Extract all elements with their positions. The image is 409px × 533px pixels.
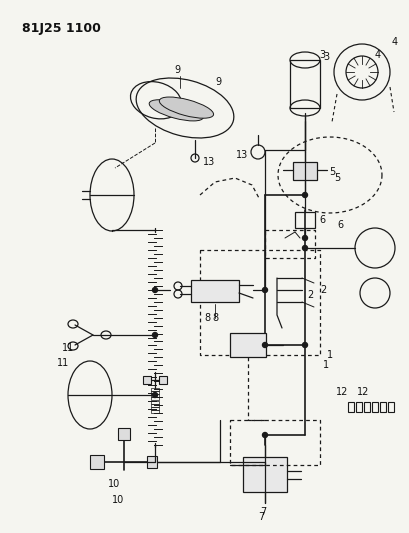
Text: 5: 5	[329, 167, 335, 177]
Text: 9: 9	[215, 77, 221, 87]
Bar	[230, 333, 266, 357]
Bar	[118, 428, 130, 440]
Text: 10: 10	[108, 479, 120, 489]
Circle shape	[263, 343, 267, 348]
Bar	[191, 280, 239, 302]
Circle shape	[153, 333, 157, 337]
Bar	[151, 394, 159, 397]
Circle shape	[303, 343, 308, 348]
Bar	[293, 162, 317, 180]
Bar	[388, 402, 394, 412]
Bar	[295, 212, 315, 228]
Text: 6: 6	[319, 215, 325, 225]
Bar	[151, 391, 159, 394]
Text: 2: 2	[307, 290, 313, 300]
Bar	[243, 457, 287, 492]
Circle shape	[303, 246, 308, 251]
Text: 10: 10	[112, 495, 124, 505]
Bar	[151, 410, 159, 413]
Text: 3: 3	[319, 50, 325, 60]
Text: 1: 1	[327, 350, 333, 360]
Ellipse shape	[160, 97, 213, 118]
Circle shape	[153, 287, 157, 293]
Bar	[372, 402, 378, 412]
Text: 9: 9	[174, 65, 180, 75]
Bar	[348, 402, 354, 412]
Bar	[151, 388, 159, 391]
Circle shape	[263, 287, 267, 293]
Bar	[151, 401, 159, 403]
Text: 3: 3	[323, 52, 329, 62]
Text: 12: 12	[336, 387, 348, 397]
Ellipse shape	[149, 100, 203, 121]
Bar	[147, 456, 157, 468]
Text: 8: 8	[204, 313, 210, 323]
Text: 13: 13	[236, 150, 248, 160]
Text: 81J25 1100: 81J25 1100	[22, 22, 101, 35]
Bar	[356, 402, 362, 412]
Text: 12: 12	[357, 387, 369, 397]
Text: 11: 11	[57, 358, 69, 368]
Bar	[364, 402, 370, 412]
Text: 7: 7	[260, 507, 266, 517]
Bar	[290, 60, 320, 108]
Circle shape	[303, 192, 308, 198]
Circle shape	[263, 432, 267, 438]
Bar	[151, 403, 159, 407]
Text: 1: 1	[323, 360, 329, 370]
Bar	[90, 455, 104, 469]
Bar	[143, 376, 151, 384]
Text: 13: 13	[203, 157, 215, 167]
Text: 4: 4	[392, 37, 398, 47]
Bar	[151, 407, 159, 410]
Text: 6: 6	[337, 220, 343, 230]
Text: 5: 5	[334, 173, 340, 183]
Text: 11: 11	[62, 343, 74, 353]
Bar	[159, 376, 167, 384]
Text: 7: 7	[258, 512, 264, 522]
Text: 4: 4	[375, 50, 381, 60]
Text: 2: 2	[320, 285, 326, 295]
Circle shape	[153, 392, 157, 398]
Circle shape	[303, 236, 308, 240]
Bar	[380, 402, 386, 412]
Bar	[151, 398, 159, 400]
Text: 8: 8	[212, 313, 218, 323]
